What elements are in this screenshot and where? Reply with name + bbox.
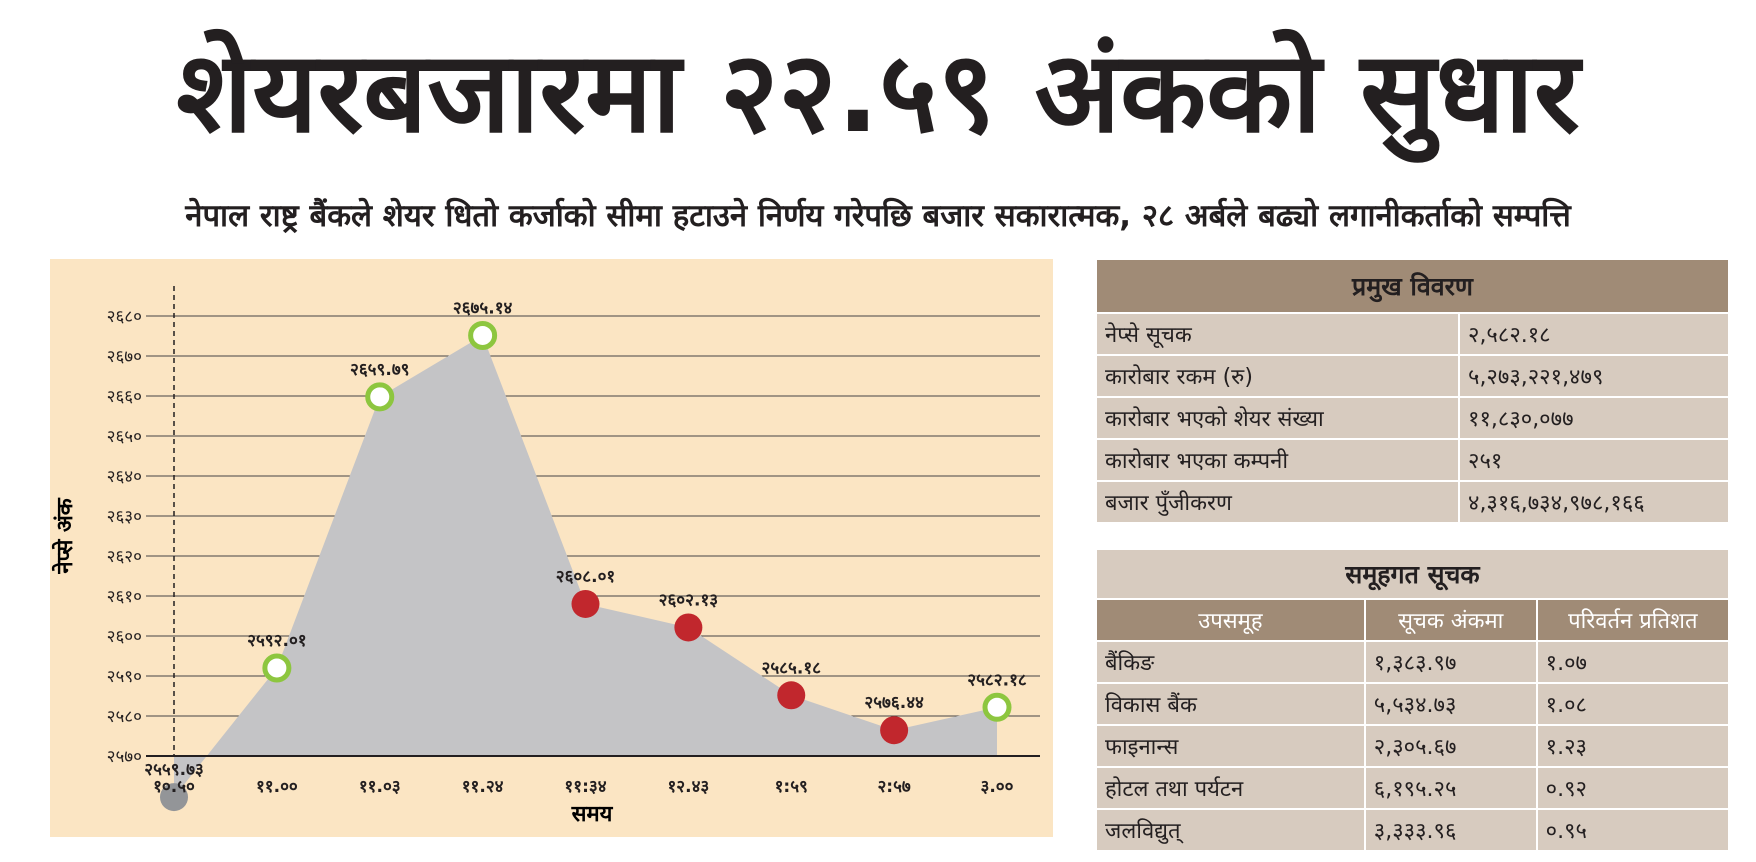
headline: शेयरबजारमा २२.५९ अंकको सुधार [176,28,1580,158]
table-cell: होटल तथा पर्यटन [1095,766,1366,810]
x-tick-label: ११:३४ [564,777,606,797]
y-tick-label: २६३० [107,507,142,527]
y-tick-label: २६०० [107,627,142,647]
table-row: कारोबार भएको शेयर संख्या ११,८३०,०७७ [1095,396,1730,440]
table-cell: १.०७ [1535,640,1731,684]
table-cell: कारोबार रकम (रु) [1095,354,1460,398]
table-row: कारोबार भएका कम्पनी २५१ [1095,438,1730,482]
x-tick-label: ११.२४ [462,777,504,797]
point [982,692,1012,722]
table-cell: कारोबार भएको शेयर संख्या [1095,396,1460,440]
table-cell: ११,८३०,०७७ [1458,396,1730,440]
y-tick-label: २६१० [107,587,142,607]
table-row: होटल तथा पर्यटन ६,१९५.२५ ०.९२ [1095,766,1731,810]
table-row: विकास बैंक ५,५३४.७३ १.०८ [1095,682,1731,726]
table-row: बैंकिङ १,३८३.९७ १.०७ [1095,640,1731,684]
x-tick-label: २:५७ [877,777,910,797]
column-header: उपसमूह [1095,598,1366,642]
table-row: नेप्से सूचक २,५८२.१८ [1095,312,1730,356]
table-cell: बजार पुँजीकरण [1095,480,1460,524]
table-cell: ६,१९५.२५ [1363,766,1538,810]
table-cell: १.२३ [1535,724,1731,768]
area [174,335,997,798]
table-cell: ५,२७३,२२१,४७९ [1458,354,1730,398]
value-label: २५७६.४४ [864,693,924,713]
point [262,653,292,683]
table-cell: २,३०५.६७ [1363,724,1538,768]
table-cell: बैंकिङ [1095,640,1366,684]
y-axis-title: नेप्से अंक [51,497,78,574]
y-tick-label: २६८० [107,307,142,327]
point [571,589,600,618]
table-cell: ५,५३४.७३ [1363,682,1538,726]
table-cell: नेप्से सूचक [1095,312,1460,356]
table-row: फाइनान्स २,३०५.६७ १.२३ [1095,724,1731,768]
value-label: २६०८.०१ [556,567,616,587]
x-tick-label: १२.४३ [667,777,709,797]
column-header: सूचक अंकमा [1363,598,1538,642]
point [674,613,703,642]
column-header: परिवर्तन प्रतिशत [1535,598,1731,642]
value-label: २५८५.१८ [762,658,822,678]
x-tick-label: ३.०० [981,777,1014,797]
value-label: २६०२.१३ [659,590,719,610]
x-tick-label: १:५९ [775,777,808,797]
point [365,382,395,412]
point [160,783,188,812]
chart: समय नेप्से अंक २५७० २५८० २५९० २६०० २६१० २६२० २… [50,259,1053,837]
table-cell: २,५८२.१८ [1458,312,1730,356]
y-tick-label: २६५० [107,427,142,447]
x-axis-title: समय [571,802,614,827]
table-cell: जलविद्युत् [1095,808,1366,852]
value-label: २६५९.७९ [350,360,410,380]
table-title: समूहगत सूचक [1095,548,1730,600]
sector-table: समूहगत सूचक उपसमूह सूचक अंकमा परिवर्तन प्र… [1095,548,1731,852]
table-row: जलविद्युत् ३,३३३.९६ ०.९५ [1095,808,1731,852]
header-row: उपसमूह सूचक अंकमा परिवर्तन प्रतिशत [1095,598,1731,642]
y-tick-label: २५७० [107,747,142,767]
x-tick-label: ११.०३ [359,777,401,797]
point [468,320,498,350]
y-tick-label: २६४० [107,467,142,487]
table-cell: १.०८ [1535,682,1731,726]
summary-table: प्रमुख विवरण नेप्से सूचक २,५८२.१८ कारोबार … [1095,258,1730,524]
point [880,716,909,745]
table-cell: कारोबार भएका कम्पनी [1095,438,1460,482]
y-tick-label: २६७० [107,347,142,367]
y-tick-label: २६६० [107,387,142,407]
y-tick-label: २६२० [107,547,142,567]
x-tick-label: ११.०० [256,777,298,797]
table-cell: ०.९२ [1535,766,1731,810]
table-cell: २५१ [1458,438,1730,482]
table-cell: १,३८३.९७ [1363,640,1538,684]
table-cell: ३,३३३.९६ [1363,808,1538,852]
x-tick-label: १०.५० [153,777,195,797]
subheadline: नेपाल राष्ट्र बैंकले शेयर धितो कर्जाको स… [185,198,1571,234]
table-cell: ४,३१६,७३४,९७८,१६६ [1458,480,1730,524]
value-label: २५८२.१८ [967,670,1027,690]
table-title: प्रमुख विवरण [1095,258,1730,314]
value-label: २५५९.७३ [144,760,204,780]
table-cell: विकास बैंक [1095,682,1366,726]
value-label: २६७५.१४ [453,298,513,318]
table-row: बजार पुँजीकरण ४,३१६,७३४,९७८,१६६ [1095,480,1730,524]
point [777,681,806,710]
y-tick-label: २५९० [107,667,142,687]
table-row: कारोबार रकम (रु) ५,२७३,२२१,४७९ [1095,354,1730,398]
table-cell: ०.९५ [1535,808,1731,852]
value-label: २५९२.०१ [247,631,307,651]
y-tick-label: २५८० [107,707,142,727]
table-cell: फाइनान्स [1095,724,1366,768]
